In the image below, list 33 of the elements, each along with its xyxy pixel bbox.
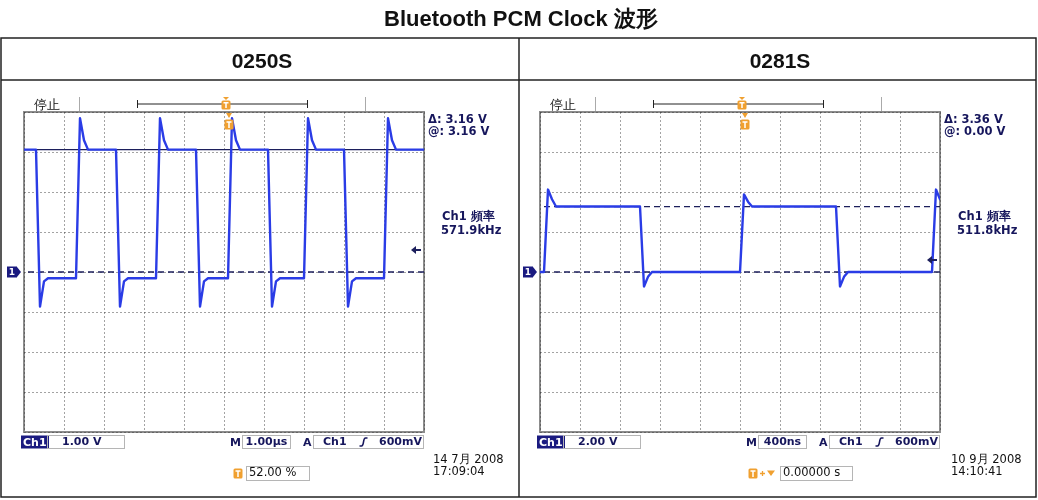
text: 511.8kHz bbox=[957, 222, 1018, 237]
text: @: 3.16 V bbox=[428, 123, 490, 138]
text: Ch1 bbox=[537, 435, 565, 448]
chart-title: 0281S bbox=[749, 49, 811, 72]
text: M bbox=[746, 435, 757, 448]
text: @: 0.00 V bbox=[944, 123, 1006, 138]
text: M bbox=[230, 435, 241, 448]
text: A bbox=[303, 435, 312, 448]
text: 1 bbox=[7, 266, 17, 278]
text: Δ: 3.36 V bbox=[944, 111, 1003, 126]
readout-field: Ch1 600mV bbox=[313, 434, 424, 449]
text: A bbox=[819, 435, 828, 448]
readout-field: Ch1 600mV bbox=[829, 434, 940, 449]
readout-field: 400ns bbox=[758, 434, 807, 449]
readout-field: 52.00 % bbox=[246, 465, 310, 481]
text: 停止 bbox=[34, 96, 60, 111]
text: Bluetooth PCM Clock 波形 bbox=[384, 6, 658, 31]
text: 1 bbox=[523, 266, 533, 278]
text: Ch1 bbox=[21, 435, 49, 448]
text: Ch1 頻率 bbox=[958, 208, 1011, 223]
text: 停止 bbox=[550, 96, 576, 111]
text: 14 7月 2008 bbox=[433, 451, 504, 466]
readout-field: 2.00 V bbox=[563, 434, 641, 449]
chart-title: 0250S bbox=[231, 49, 293, 72]
text: 10 9月 2008 bbox=[951, 451, 1022, 466]
text: 17:09:04 bbox=[433, 464, 485, 479]
readout-field: 1.00µs bbox=[242, 434, 291, 449]
text: 571.9kHz bbox=[441, 222, 502, 237]
text: Δ: 3.16 V bbox=[428, 111, 487, 126]
text: 14:10:41 bbox=[951, 464, 1003, 479]
readout-field: 1.00 V bbox=[47, 434, 125, 449]
readout-field: 0.00000 s bbox=[780, 465, 854, 481]
text: Ch1 頻率 bbox=[442, 208, 495, 223]
